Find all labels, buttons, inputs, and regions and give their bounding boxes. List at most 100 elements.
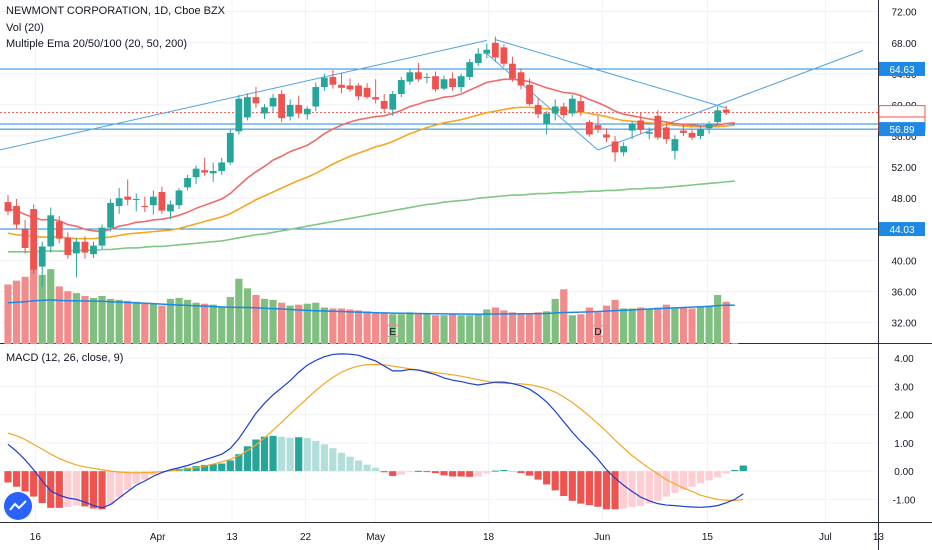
volume-bar [201, 303, 209, 344]
volume-bar [645, 309, 653, 344]
candle-body [320, 77, 328, 88]
volume-bar [389, 314, 397, 344]
macd-line [7, 353, 744, 509]
volume-bar [252, 295, 260, 344]
time-axis-label: Apr [150, 532, 166, 543]
candle-body [158, 191, 166, 211]
candle-body [483, 49, 491, 54]
ema-legend: Multiple Ema 20/50/100 (20, 50, 200) [6, 38, 188, 50]
candle [269, 94, 277, 113]
volume-bar [662, 304, 670, 344]
volume-bar [466, 315, 474, 344]
macd-histogram-bar [38, 471, 46, 504]
candle-body [55, 221, 63, 239]
macd-histogram-bar [414, 470, 422, 472]
macd-histogram-bar [731, 470, 739, 472]
volume-bar [175, 297, 183, 344]
time-axis-label: 13 [226, 532, 238, 543]
candle [338, 73, 345, 94]
candle [594, 115, 602, 133]
macd-histogram-bar [363, 464, 371, 472]
candle [586, 119, 593, 137]
candle [346, 78, 354, 92]
event-marker [385, 323, 401, 339]
candle [526, 78, 533, 106]
candle [577, 95, 585, 116]
macd-histogram-bar [508, 471, 517, 473]
candle [107, 198, 114, 232]
candle-body [47, 215, 55, 247]
candle [261, 104, 268, 119]
candle-body [406, 72, 414, 82]
volume-bar [568, 315, 576, 344]
volume-bar [577, 314, 585, 344]
candle [132, 193, 140, 212]
candle [645, 127, 653, 140]
candle-body [81, 241, 89, 253]
candle-body [278, 94, 285, 119]
volume-bar [141, 302, 149, 344]
volume-bar [714, 295, 722, 344]
candle-body [269, 97, 277, 107]
chart-title: NEWMONT CORPORATION, 1D, Cboe BZX [6, 5, 226, 17]
macd-axis-label: 0.00 [894, 467, 914, 478]
volume-bar [620, 308, 628, 344]
candle-body [167, 204, 174, 212]
candle [688, 129, 696, 140]
macd-histogram-bar [372, 467, 380, 472]
candle-body [662, 127, 670, 140]
price-axis-label: 48.00 [891, 194, 916, 205]
candle [628, 121, 636, 140]
macd-histogram-bar [12, 471, 21, 487]
candle [440, 75, 448, 91]
macd-histogram-bar [30, 471, 38, 497]
trendline [597, 50, 864, 151]
macd-legend: MACD (12, 26, close, 9) [6, 352, 124, 364]
macd-histogram-bar [696, 471, 705, 484]
candle [697, 126, 704, 140]
volume-bar [89, 297, 98, 344]
volume-bar [209, 304, 217, 344]
macd-histogram [4, 435, 747, 510]
candle-body [577, 101, 585, 112]
volume-bar [688, 308, 696, 344]
ema200-line [8, 180, 735, 253]
macd-histogram-bar [286, 437, 294, 472]
candle [551, 99, 559, 121]
candle [141, 196, 149, 213]
candle [432, 71, 439, 92]
macd-histogram-bar [534, 471, 542, 480]
volume-bar [346, 309, 354, 344]
candle-body [21, 229, 29, 248]
macd-histogram-bar [55, 471, 63, 508]
candle-body [517, 72, 525, 86]
candle-body [543, 113, 551, 125]
macd-histogram-bar [115, 471, 123, 498]
candle [226, 129, 234, 165]
candle [474, 48, 482, 67]
macd-histogram-bar [192, 466, 200, 472]
candle-body [252, 97, 260, 104]
price-axis-label: 72.00 [891, 8, 916, 19]
time-axis-label: 15 [702, 532, 714, 543]
volume-bar [354, 310, 363, 344]
volume-bar [183, 299, 192, 344]
volume-bar [397, 314, 405, 344]
candle-body [30, 209, 38, 270]
event-marker-label: D [594, 327, 601, 338]
macd-histogram-bar [705, 471, 713, 481]
candle-body [534, 104, 542, 115]
candle [47, 207, 55, 253]
volume-bar [260, 298, 269, 344]
volume-bar [81, 296, 89, 344]
volume-bar [149, 303, 157, 344]
candle-body [594, 125, 602, 130]
macd-histogram-bar [491, 470, 499, 472]
candle [620, 142, 627, 157]
candle-body [286, 104, 294, 117]
macd-histogram-bar [568, 471, 576, 501]
macd-histogram-bar [551, 471, 559, 491]
candle-body [586, 122, 593, 135]
volume-legend: Vol (20) [6, 22, 44, 34]
